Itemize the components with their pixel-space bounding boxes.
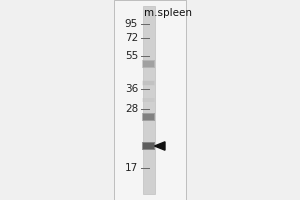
Bar [142, 142, 155, 150]
Bar [142, 113, 155, 121]
Text: 55: 55 [125, 51, 138, 61]
Bar [142, 60, 154, 68]
Bar [143, 114, 154, 120]
Bar [143, 81, 154, 85]
Bar [142, 142, 154, 150]
Text: 17: 17 [125, 163, 138, 173]
Bar [143, 143, 154, 149]
Bar [142, 60, 155, 68]
Polygon shape [154, 142, 165, 150]
Bar [142, 98, 154, 102]
Bar [142, 113, 154, 121]
Bar [142, 81, 154, 85]
Bar [142, 6, 154, 194]
Bar [114, 0, 186, 200]
Text: 28: 28 [125, 104, 138, 114]
Bar [142, 98, 155, 102]
Bar [142, 80, 155, 86]
Text: 36: 36 [125, 84, 138, 94]
Text: 95: 95 [125, 19, 138, 29]
Bar [143, 61, 154, 67]
Text: 72: 72 [125, 33, 138, 43]
Bar [143, 98, 154, 102]
Text: m.spleen: m.spleen [144, 8, 192, 18]
